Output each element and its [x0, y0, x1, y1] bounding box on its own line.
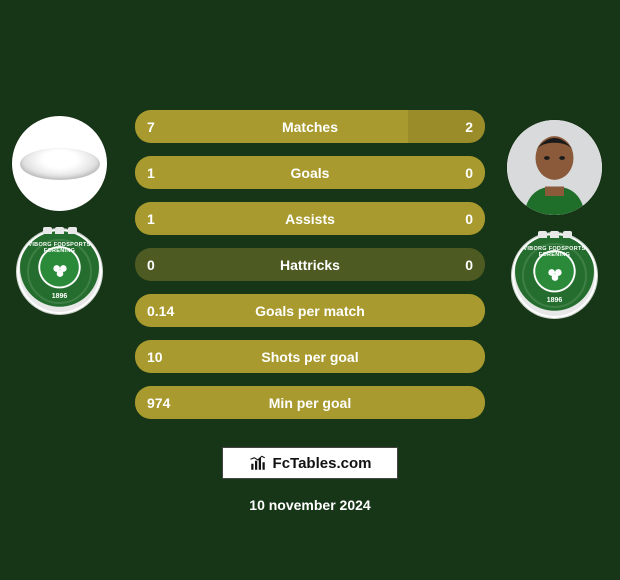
- bar-chart-icon: [249, 454, 267, 472]
- stat-value-right: 2: [465, 110, 473, 143]
- branding-badge: FcTables.com: [222, 447, 398, 479]
- stat-row: 7Matches2: [135, 110, 485, 143]
- stat-value-right: 0: [465, 202, 473, 235]
- stat-row: 1Assists0: [135, 202, 485, 235]
- stat-value-right: 0: [465, 156, 473, 189]
- stat-row: 0.14Goals per match: [135, 294, 485, 327]
- stat-row: 0Hattricks0: [135, 248, 485, 281]
- stat-rows: 7Matches21Goals01Assists00Hattricks00.14…: [135, 110, 485, 419]
- stat-label: Hattricks: [135, 248, 485, 281]
- stat-value-right: 0: [465, 248, 473, 281]
- branding-label: FcTables.com: [273, 455, 372, 472]
- stat-label: Min per goal: [135, 386, 485, 419]
- stat-label: Assists: [135, 202, 485, 235]
- stat-label: Goals per match: [135, 294, 485, 327]
- date-stamp: 10 november 2024: [0, 497, 620, 513]
- stat-row: 974Min per goal: [135, 386, 485, 419]
- stat-label: Matches: [135, 110, 485, 143]
- stat-label: Goals: [135, 156, 485, 189]
- stat-row: 1Goals0: [135, 156, 485, 189]
- stat-row: 10Shots per goal: [135, 340, 485, 373]
- stat-label: Shots per goal: [135, 340, 485, 373]
